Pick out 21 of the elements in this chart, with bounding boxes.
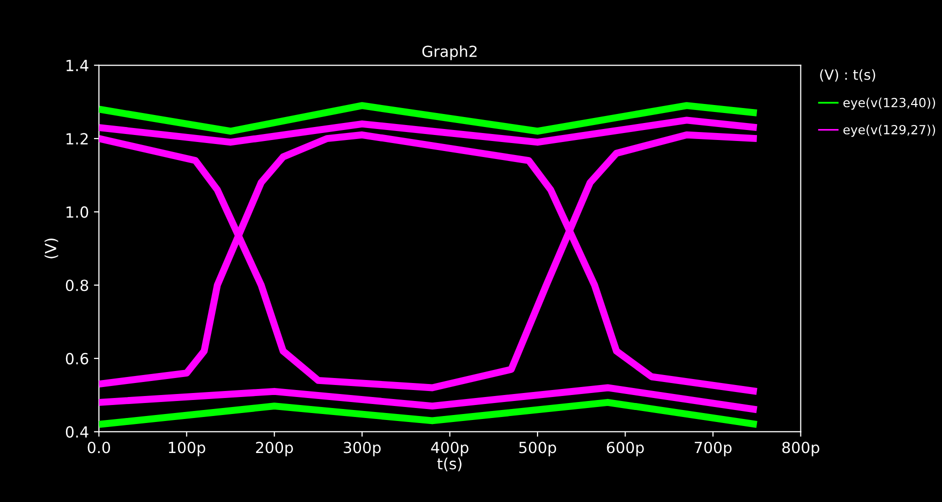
x-tick-label: 700p — [694, 442, 732, 456]
x-axis-title: t(s) — [437, 458, 462, 472]
chart-title: Graph2 — [422, 45, 477, 60]
y-tick-label: 0.8 — [66, 280, 88, 292]
x-tick-label: 100p — [168, 442, 206, 456]
x-tick-label: 600p — [606, 442, 644, 456]
x-tick-label: 400p — [431, 442, 468, 456]
x-tick-label: 800p — [782, 442, 820, 456]
y-tick-label: 0.4 — [66, 426, 88, 438]
x-tick-label: 200p — [256, 442, 293, 456]
x-tick-label: 0.0 — [88, 442, 110, 454]
y-tick-label: 0.6 — [66, 352, 88, 364]
legend-label: eye(v(129,27)) — [843, 124, 936, 137]
legend-title: (V) : t(s) — [820, 69, 876, 82]
x-tick-label: 500p — [519, 442, 556, 456]
x-tick-label: 300p — [344, 442, 381, 456]
legend-label: eye(v(123,40)) — [843, 98, 936, 110]
y-tick-label: 1.0 — [66, 206, 88, 218]
y-tick-label: 1.4 — [66, 60, 88, 72]
y-axis-title: (V) — [44, 238, 58, 258]
y-tick-label: 1.2 — [66, 133, 88, 144]
